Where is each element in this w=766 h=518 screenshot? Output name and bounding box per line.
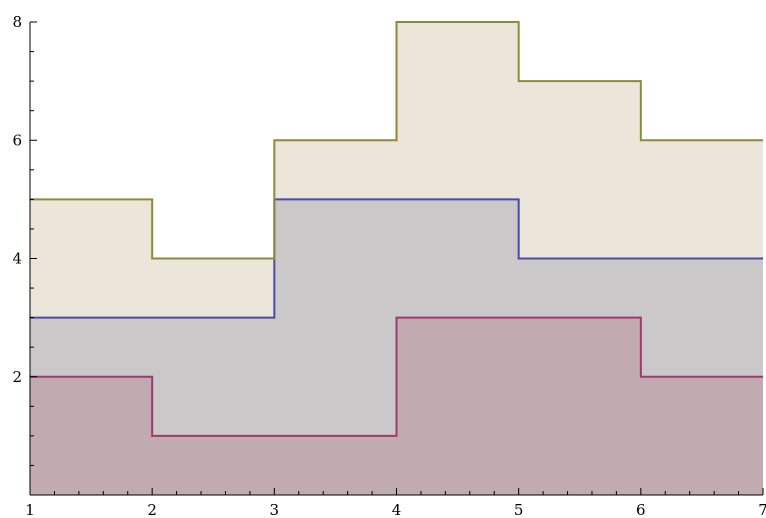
y-tick-label: 2: [12, 368, 22, 386]
y-tick-label: 8: [12, 13, 22, 31]
x-tick-label: 6: [636, 501, 646, 518]
ticks: [29, 21, 764, 496]
series-lines: [30, 21, 763, 437]
x-tick-label: 3: [270, 501, 280, 518]
x-tick-label: 4: [392, 501, 402, 518]
tick-labels: 1 2 3 4 5 6 7 2 4 6 8: [12, 13, 766, 518]
series-3-line: [30, 21, 763, 260]
y-tick-label: 4: [12, 250, 22, 268]
series-1-line: [30, 316, 763, 437]
series-2-line: [30, 198, 763, 319]
x-tick-label: 2: [147, 501, 157, 518]
x-tick-label: 1: [25, 501, 35, 518]
y-tick-label: 6: [12, 131, 22, 149]
x-tick-label: 5: [514, 501, 524, 518]
x-tick-label: 7: [758, 501, 766, 518]
series-fills: [30, 22, 763, 495]
